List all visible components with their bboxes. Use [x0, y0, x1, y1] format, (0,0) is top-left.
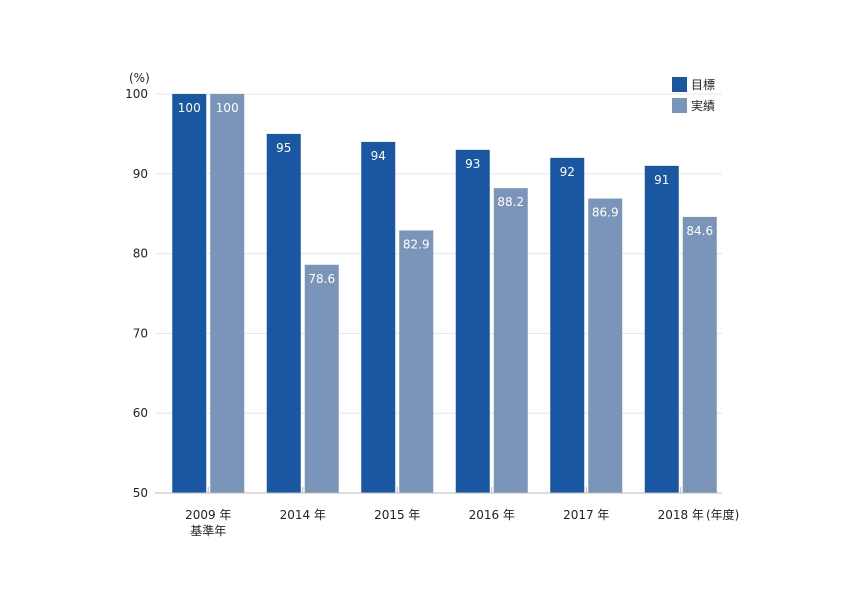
x-unit-label: (年度) [706, 507, 739, 522]
y-tick-label: 60 [133, 406, 148, 420]
y-tick-label: 100 [125, 87, 148, 101]
legend-label: 実績 [691, 98, 715, 113]
y-tick-label: 50 [133, 486, 148, 500]
bar-value-label: 100 [178, 101, 201, 115]
x-tick-label: 2014 年 [280, 508, 326, 522]
x-tick-sublabel: 基準年 [190, 523, 226, 538]
legend-swatch [672, 77, 687, 92]
bar-target [361, 141, 396, 493]
bar-actual [682, 216, 717, 493]
bar-target [455, 149, 490, 494]
y-tick-label: 90 [133, 167, 148, 181]
bar-actual [493, 188, 528, 493]
bar-actual [210, 94, 245, 493]
x-tick-label: 2016 年 [469, 508, 515, 522]
y-tick-label: 80 [133, 247, 148, 261]
bar-actual [304, 264, 339, 493]
bar-value-label: 86.9 [592, 206, 619, 220]
legend-swatch [672, 98, 687, 113]
bar-value-label: 94 [371, 149, 386, 163]
bar-target [266, 133, 301, 493]
y-unit-label: (%) [129, 71, 150, 85]
bar-value-label: 84.6 [686, 224, 713, 238]
legend-label: 目標 [691, 78, 715, 92]
x-tick-label: 2009 年 [185, 508, 231, 522]
x-tick-label: 2018 年 [658, 508, 704, 522]
bar-value-label: 88.2 [497, 195, 524, 209]
bar-value-label: 92 [560, 165, 575, 179]
bar-target [644, 165, 679, 493]
y-tick-label: 70 [133, 326, 148, 340]
bar-target [172, 94, 207, 493]
bar-value-label: 100 [216, 101, 239, 115]
bar-actual [588, 198, 623, 493]
bar-value-label: 93 [465, 157, 480, 171]
bars: 100 100 95 78.6 94 82.9 93 88.2 92 86.9 91 84.6 [172, 94, 717, 494]
bar-value-label: 95 [276, 141, 291, 155]
x-tick-label: 2015 年 [374, 508, 420, 522]
bar-value-label: 78.6 [308, 272, 335, 286]
bar-value-label: 91 [654, 173, 669, 187]
bar-actual [399, 230, 434, 493]
bar-target [550, 157, 585, 493]
bar-value-label: 82.9 [403, 237, 430, 251]
gridlines [155, 93, 722, 414]
x-tick-label: 2017 年 [563, 508, 609, 522]
